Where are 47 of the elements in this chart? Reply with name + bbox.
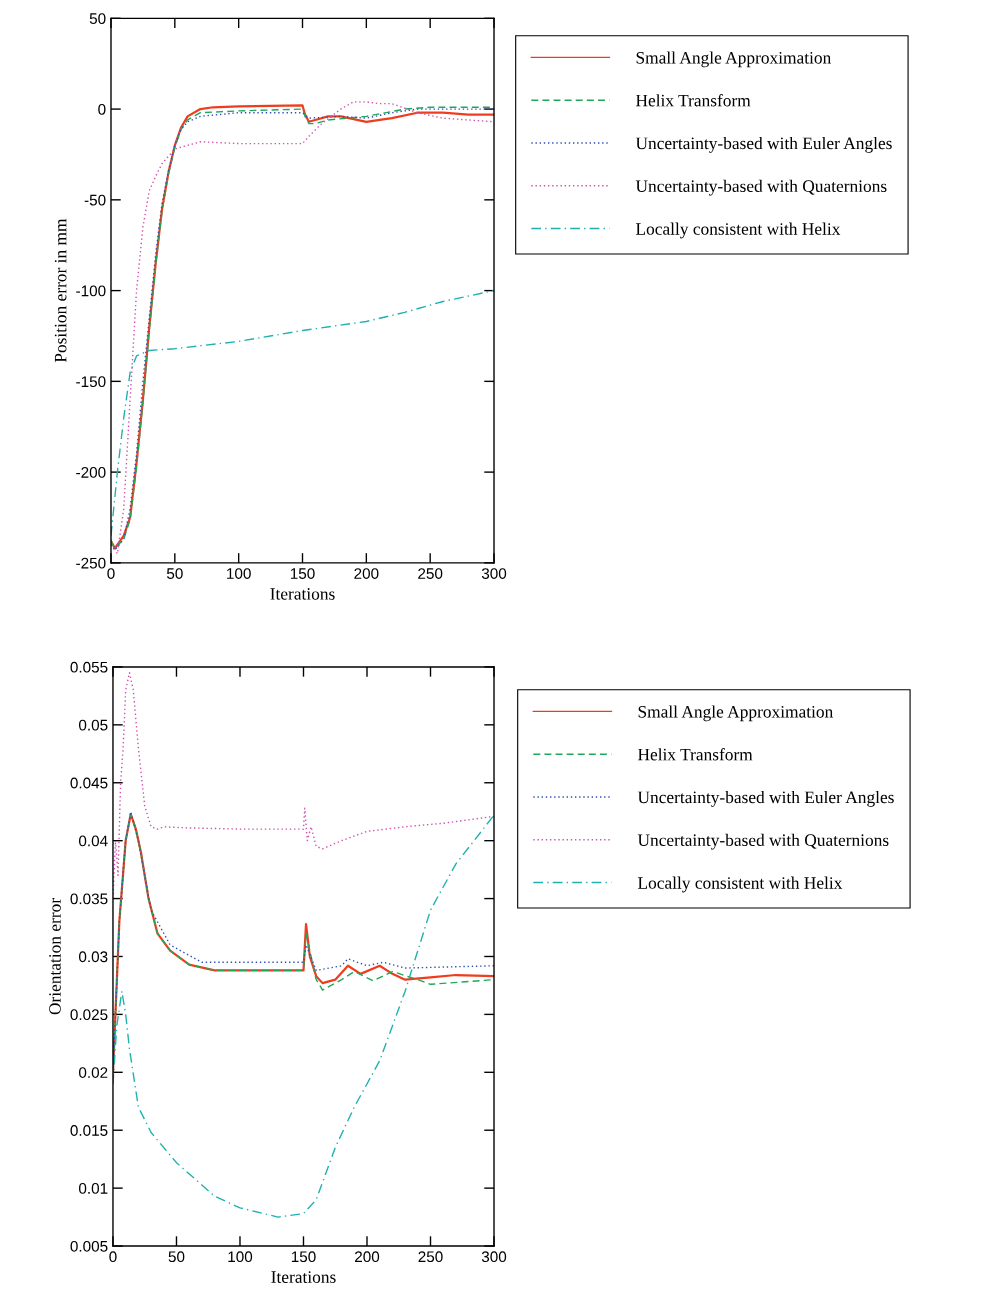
y-tick-label: 0.025: [70, 1009, 108, 1021]
x-tick-label: 250: [418, 568, 443, 579]
x-tick-label: 0: [109, 1251, 117, 1263]
y-tick-label: 0.035: [70, 893, 108, 905]
y-tick-label: 0.01: [78, 1182, 108, 1194]
y-tick-label: 0.03: [78, 951, 108, 963]
x-tick-label: 50: [166, 568, 183, 579]
legend-label: Uncertainty-based with Quaternions: [637, 833, 889, 850]
x-tick-label: 300: [481, 1251, 507, 1263]
legend-label: Small Angle Approximation: [638, 705, 833, 722]
legend-label: Locally consistent with Helix: [637, 876, 843, 893]
y-tick-label: 0.02: [78, 1067, 108, 1078]
x-tick-label: 0: [107, 568, 115, 579]
y-tick-label: -250: [76, 557, 106, 569]
y-axis-title: Position error in mm: [54, 218, 67, 363]
y-tick-label: -100: [76, 285, 106, 297]
y-tick-label: 0: [98, 103, 106, 115]
x-axis-title: Iterations: [270, 588, 335, 600]
y-tick-label: -50: [84, 194, 106, 206]
legend-label: Uncertainty-based with Euler Angles: [637, 790, 894, 807]
legend-label: Helix Transform: [637, 748, 753, 761]
x-axis-title: Iterations: [271, 1271, 336, 1283]
y-axis-title: Orientation error: [49, 898, 61, 1015]
y-tick-label: -150: [76, 376, 106, 388]
y-tick-label: 0.015: [70, 1125, 108, 1136]
y-tick-label: -200: [76, 466, 106, 478]
line-series: [112, 814, 495, 1218]
x-tick-label: 150: [290, 568, 315, 579]
y-tick-label: 0.045: [70, 777, 108, 789]
y-tick-label: 50: [89, 13, 106, 25]
x-tick-label: 300: [481, 568, 507, 579]
x-tick-label: 200: [355, 1251, 380, 1263]
y-tick-label: 0.05: [78, 719, 108, 731]
x-tick-label: 200: [354, 568, 379, 579]
legend-label: Uncertainty-based with Quaternions: [635, 179, 887, 196]
legend-label: Small Angle Approximation: [636, 51, 831, 68]
y-tick-label: 0.04: [78, 835, 108, 847]
y-tick-label: 0.005: [70, 1240, 108, 1252]
x-tick-label: 250: [418, 1251, 443, 1263]
legend-label: Helix Transform: [635, 94, 751, 107]
legend-label: Uncertainty-based with Euler Angles: [635, 136, 892, 153]
legend-label: Locally consistent with Helix: [635, 222, 841, 239]
x-tick-label: 100: [228, 1251, 253, 1263]
x-tick-label: 100: [227, 568, 251, 579]
y-tick-label: 0.055: [70, 661, 108, 673]
x-tick-label: 150: [291, 1251, 316, 1263]
x-tick-label: 50: [168, 1251, 185, 1263]
